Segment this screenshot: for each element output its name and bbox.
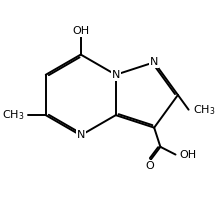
Text: N: N — [150, 57, 158, 67]
Text: N: N — [111, 70, 120, 80]
Text: OH: OH — [179, 149, 197, 160]
Text: OH: OH — [72, 26, 89, 36]
Text: CH$_3$: CH$_3$ — [2, 108, 24, 122]
Text: N: N — [76, 130, 85, 140]
Text: CH$_3$: CH$_3$ — [193, 103, 215, 117]
Text: O: O — [146, 161, 155, 171]
